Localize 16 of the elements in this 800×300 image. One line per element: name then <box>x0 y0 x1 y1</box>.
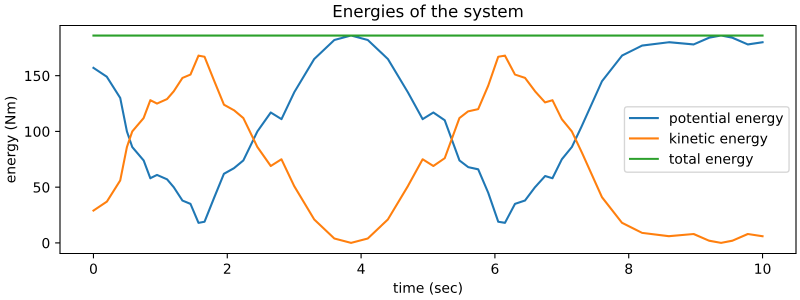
legend-label: kinetic energy <box>670 132 768 146</box>
x-tick-label: 6 <box>491 263 498 274</box>
x-axis-title: time (sec) <box>393 282 462 295</box>
chart-title: Energies of the system <box>334 4 522 21</box>
legend-label: potential energy <box>670 112 784 126</box>
x-tick-label: 0 <box>90 263 97 274</box>
x-tick-label: 2 <box>224 263 230 274</box>
y-tick-label: 50 <box>34 182 50 193</box>
x-tick-label: 10 <box>755 263 770 274</box>
y-tick-label: 150 <box>25 70 50 82</box>
legend-label: total energy <box>669 153 754 167</box>
x-tick-label: 8 <box>625 263 632 274</box>
y-tick-label: 100 <box>25 126 50 137</box>
y-axis-title: energy (Nm) <box>4 96 18 183</box>
y-tick-label: 0 <box>42 238 50 248</box>
x-tick-label: 4 <box>357 264 365 274</box>
